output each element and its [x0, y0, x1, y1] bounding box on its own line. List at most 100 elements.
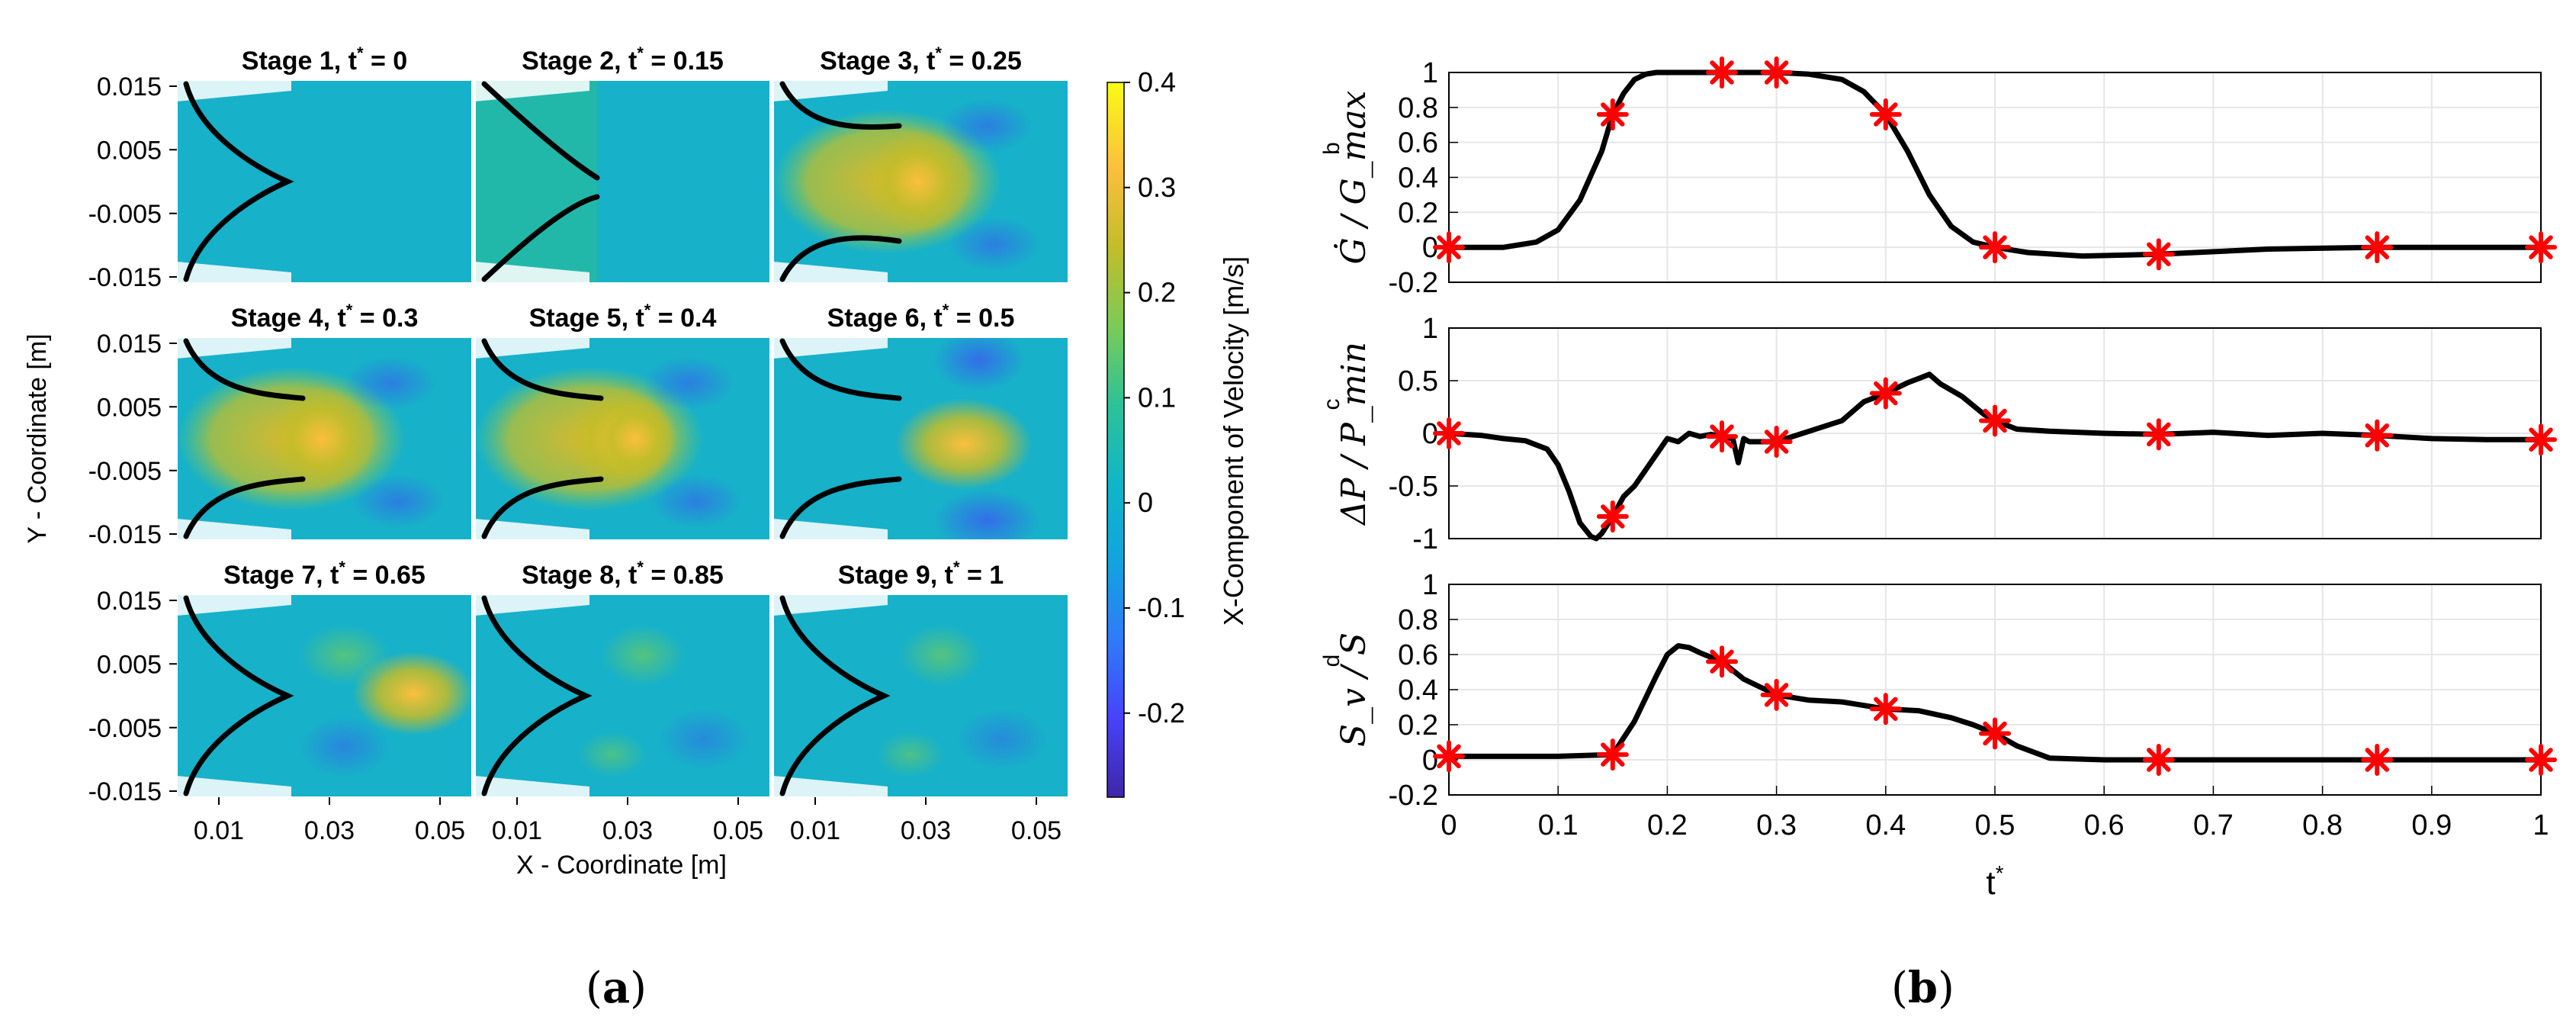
y-tick-label: 0.2: [1398, 197, 1438, 229]
y-tick-label: 0.8: [1398, 604, 1438, 636]
y-tick-label: 1: [1422, 569, 1438, 601]
stage-marker: [1596, 500, 1629, 533]
stage-panel-3: Stage 3, t* = 0.25: [772, 43, 1069, 284]
valve-leaflets: [779, 595, 891, 796]
valve-leaflets: [183, 595, 294, 796]
field-features: [177, 594, 472, 797]
y-axis-label: Y - Coordinate [m]: [23, 333, 52, 543]
valve-leaflets: [779, 81, 902, 282]
y-tick-label: -0.005: [88, 714, 162, 743]
colorbar-tick-label: 0.1: [1138, 381, 1176, 413]
valve-leaflets: [183, 338, 306, 539]
valve-leaflets: [779, 338, 902, 539]
svg-text:Ġ / G_max: Ġ / G_max: [1333, 90, 1373, 264]
series-line: [1449, 643, 2541, 763]
y-tick-label: 0.005: [97, 393, 162, 422]
valve-leaflets: [481, 595, 593, 796]
subplot-tag: b: [1319, 142, 1344, 155]
colorbar-tick-label: -0.2: [1138, 697, 1185, 729]
stage-panel-5: Stage 5, t* = 0.4: [474, 301, 771, 541]
field-features: [773, 594, 1048, 797]
stage-panel-7: Stage 7, t* = 0.65: [176, 558, 473, 798]
x-tick-label: 0.4: [1865, 809, 1906, 841]
y-tick-label: 0.5: [1398, 365, 1438, 397]
stage-marker: [1869, 98, 1902, 130]
stage-marker: [2142, 418, 2175, 451]
stage-title: Stage 3, t* = 0.25: [820, 43, 1022, 76]
y-tick-label: 0.8: [1398, 92, 1438, 124]
y-tick-label: -0.5: [1389, 471, 1438, 503]
stage-panel-8: Stage 8, t* = 0.85: [474, 558, 771, 798]
stage-panel-1: Stage 1, t* = 0: [176, 43, 473, 284]
stage-marker: [1760, 56, 1793, 88]
colorbar-tick-label: 0.2: [1138, 277, 1176, 308]
stage-panel-4: Stage 4, t* = 0.3: [176, 301, 473, 541]
velocity-colorbar: 0.4 0.3 0.2 0.1 0 -0.1 -0.2 X-Component of Velo…: [1107, 66, 1249, 798]
stage-title: Stage 2, t* = 0.15: [522, 43, 724, 76]
stage-marker: [2361, 419, 2394, 452]
x-tick-label: 0.03: [901, 816, 951, 845]
x-tick-label: 0.8: [2302, 809, 2343, 841]
subplot-ylabel: S_v / Sd: [1319, 632, 1373, 747]
valve-leaflets: [481, 338, 604, 539]
stage-marker: [1979, 717, 2011, 750]
valve-leaflets: [183, 81, 294, 282]
x-tick-label: 0: [1441, 809, 1457, 841]
field-features: [475, 337, 742, 540]
stage-title: Stage 9, t* = 1: [838, 558, 1004, 590]
stage-panel-9: Stage 9, t* = 1: [772, 558, 1069, 798]
y-tick-label: 0.4: [1398, 162, 1438, 195]
x-axis-label: X - Coordinate [m]: [516, 851, 727, 880]
x-axis-label: t*: [1986, 861, 2003, 902]
stage-panel-2: Stage 2, t* = 0.15: [474, 43, 771, 284]
stage-marker: [1979, 404, 2011, 437]
y-tick-label: 0.4: [1398, 674, 1438, 706]
field-features: [177, 80, 291, 283]
y-tick-label: -0.005: [88, 457, 162, 486]
x-tick-label: 0.01: [194, 816, 244, 845]
x-tick-label: 0.5: [1975, 809, 2016, 841]
x-tick-label: 0.7: [2193, 809, 2234, 841]
subplot-tag: d: [1319, 655, 1344, 668]
stage-marker: [1433, 417, 1465, 449]
y-tick-label: -0.2: [1389, 267, 1438, 299]
y-tick-label: 0: [1422, 232, 1438, 264]
valve-leaflets: [481, 81, 600, 282]
stage-marker: [2142, 238, 2175, 271]
y-tick-label: -0.015: [88, 263, 162, 292]
svg-text:S_v / S: S_v / S: [1335, 632, 1373, 747]
stage-marker: [1869, 377, 1902, 410]
y-tick-label: 1: [1422, 313, 1438, 345]
stage-title: Stage 4, t* = 0.3: [231, 301, 419, 333]
stage-marker: [2525, 744, 2557, 776]
stage-title: Stage 1, t* = 0: [242, 43, 407, 76]
field-features: [773, 337, 1040, 540]
colorbar-tick-label: 0: [1138, 487, 1153, 518]
stage-marker: [1596, 738, 1629, 771]
stage-marker: [1596, 98, 1629, 130]
stage-marker: [1979, 231, 2011, 264]
colorbar-tick-label: 0.4: [1138, 66, 1176, 98]
x-tick-label: 1: [2533, 809, 2549, 841]
stage-marker: [1869, 693, 1902, 726]
x-tick-label: 0.1: [1538, 809, 1579, 841]
y-tick-label: 0.2: [1398, 709, 1438, 742]
stage-marker: [1433, 231, 1465, 264]
y-tick-label: -0.005: [88, 200, 162, 229]
subplot-tag: c: [1319, 399, 1344, 410]
y-tick-label: -0.015: [88, 520, 162, 549]
stage-panel-6: Stage 6, t* = 0.5: [772, 301, 1069, 541]
x-tick-label: 0.05: [1011, 816, 1062, 845]
stage-marker: [1706, 56, 1738, 88]
stage-marker: [2525, 423, 2557, 456]
y-tick-label: 0.6: [1398, 639, 1438, 671]
stage-marker: [1706, 645, 1738, 678]
stage-marker: [1760, 426, 1793, 458]
field-features: [177, 337, 444, 540]
x-tick-label: 0.03: [602, 816, 653, 845]
field-features: [475, 80, 597, 283]
field-background: [177, 80, 472, 283]
